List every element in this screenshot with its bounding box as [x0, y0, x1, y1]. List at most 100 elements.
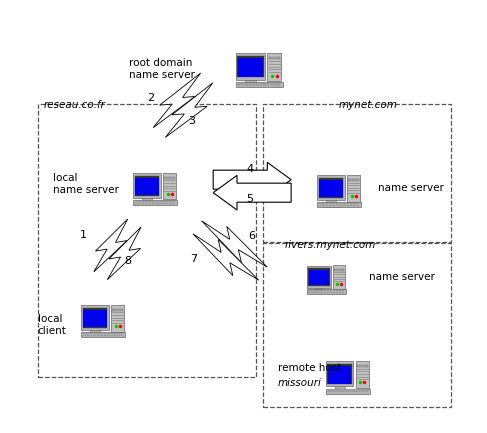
Bar [90, 333, 93, 334]
Text: reseau.co.fr: reseau.co.fr [43, 100, 105, 110]
Bar [117, 335, 120, 336]
Bar [343, 203, 346, 204]
Bar [112, 309, 123, 311]
Bar [271, 83, 273, 84]
Bar [117, 333, 120, 334]
Bar [166, 203, 169, 204]
Bar [348, 179, 359, 181]
Bar [357, 365, 368, 367]
Bar [38, 104, 257, 377]
Text: 4: 4 [246, 164, 254, 174]
Bar [104, 333, 106, 334]
Bar [352, 389, 354, 391]
Bar [135, 176, 159, 196]
Bar [263, 83, 266, 84]
Bar [309, 270, 329, 285]
Bar [169, 203, 172, 204]
Bar [333, 265, 345, 289]
Bar [330, 290, 332, 291]
Bar [317, 175, 345, 200]
Bar [320, 291, 322, 293]
Bar [319, 180, 343, 197]
Bar [322, 203, 325, 204]
Bar [307, 265, 331, 288]
Bar [263, 104, 451, 242]
Bar [328, 391, 330, 392]
Bar [90, 335, 93, 336]
Bar [242, 84, 244, 86]
Bar [341, 391, 344, 392]
Bar [133, 173, 161, 198]
Bar [135, 201, 137, 202]
Bar [323, 291, 326, 293]
Bar [323, 290, 326, 291]
Bar [260, 83, 262, 84]
Text: missouri: missouri [278, 378, 322, 388]
Bar [312, 291, 326, 293]
Bar [156, 201, 158, 202]
Bar [339, 291, 341, 293]
Bar [336, 291, 338, 293]
Bar [152, 201, 155, 202]
Polygon shape [165, 83, 213, 138]
Bar [333, 291, 335, 293]
Text: mynet.com: mynet.com [339, 100, 397, 110]
Bar [350, 205, 353, 206]
Bar [326, 388, 370, 394]
Bar [319, 203, 321, 204]
Bar [342, 290, 344, 291]
Text: 3: 3 [188, 116, 195, 126]
Polygon shape [153, 73, 201, 128]
Bar [267, 53, 281, 81]
Bar [362, 389, 365, 391]
Bar [357, 203, 359, 204]
Bar [315, 291, 317, 293]
Bar [83, 308, 107, 328]
Bar [243, 84, 259, 86]
Bar [139, 202, 154, 204]
Bar [111, 333, 113, 334]
Bar [334, 269, 344, 271]
Bar [345, 391, 347, 392]
Bar [267, 83, 269, 84]
Bar [249, 84, 251, 86]
Bar [333, 290, 335, 291]
Bar [308, 291, 311, 293]
Bar [327, 291, 329, 293]
Bar [121, 335, 123, 336]
Text: 8: 8 [124, 256, 131, 266]
Bar [156, 203, 158, 204]
Bar [347, 175, 360, 202]
Bar [274, 83, 277, 84]
Bar [322, 205, 325, 206]
Bar [328, 366, 352, 384]
Bar [350, 203, 353, 204]
Bar [331, 389, 334, 391]
Bar [278, 84, 281, 86]
Bar [338, 391, 340, 392]
Bar [111, 305, 124, 332]
Text: name server: name server [369, 272, 435, 282]
Bar [329, 203, 332, 204]
Bar [355, 389, 357, 391]
Bar [339, 290, 341, 291]
Bar [308, 290, 311, 291]
Bar [142, 198, 152, 202]
Bar [354, 205, 356, 206]
Bar [336, 290, 338, 291]
Bar [83, 310, 107, 327]
Polygon shape [213, 175, 291, 210]
Bar [256, 84, 259, 86]
Bar [335, 391, 337, 392]
Bar [336, 203, 338, 204]
Bar [327, 290, 329, 291]
Bar [100, 335, 103, 336]
Bar [138, 203, 141, 204]
Bar [332, 390, 347, 393]
Bar [323, 204, 338, 207]
Bar [238, 58, 263, 77]
Bar [149, 201, 151, 202]
Bar [238, 56, 263, 78]
Bar [83, 335, 85, 336]
Bar [121, 333, 123, 334]
